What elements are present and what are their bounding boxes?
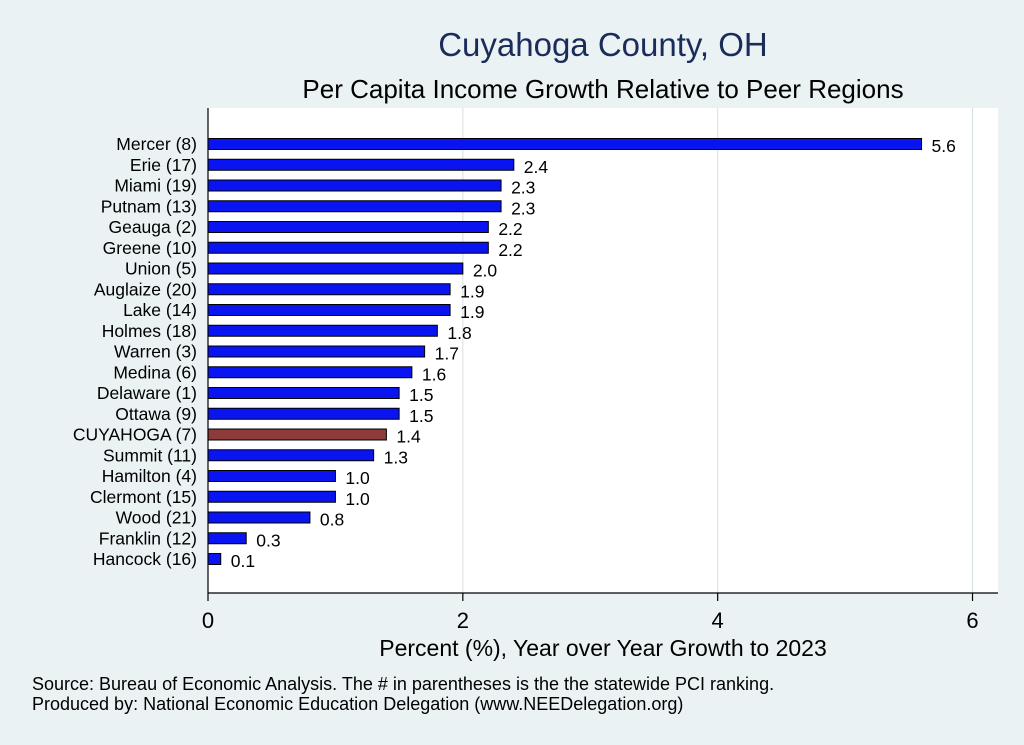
value-label: 1.8 (447, 323, 471, 343)
category-label: Franklin (12) (99, 528, 197, 548)
category-labels: Mercer (8)Erie (17)Miami (19)Putnam (13)… (73, 134, 197, 569)
category-label: CUYAHOGA (7) (73, 425, 197, 445)
bar (207, 158, 515, 171)
value-label: 1.9 (460, 281, 484, 301)
category-label: Auglaize (20) (94, 279, 197, 299)
source-note: Source: Bureau of Economic Analysis. The… (32, 674, 775, 694)
value-label: 0.8 (320, 510, 344, 530)
value-label: 2.2 (498, 240, 522, 260)
value-label: 1.5 (409, 406, 433, 426)
category-label: Warren (3) (114, 342, 197, 362)
value-labels: 5.62.42.32.32.22.22.01.91.91.81.71.61.51… (231, 136, 956, 571)
category-label: Miami (19) (114, 176, 197, 196)
bar (207, 262, 464, 275)
value-label: 0.1 (231, 551, 255, 571)
bar (207, 553, 222, 565)
bar (207, 490, 336, 503)
category-label: Medina (6) (113, 362, 197, 382)
bar (207, 221, 489, 233)
value-label: 5.6 (932, 136, 956, 156)
bar (207, 324, 438, 337)
category-label: Union (5) (125, 259, 197, 279)
bar (207, 138, 923, 150)
category-label: Mercer (8) (116, 134, 197, 154)
bar (207, 387, 400, 399)
chart-subtitle: Per Capita Income Growth Relative to Pee… (302, 74, 904, 104)
category-label: Greene (10) (103, 238, 197, 258)
value-label: 2.3 (511, 178, 535, 198)
bar (207, 283, 451, 296)
category-label: Ottawa (9) (115, 404, 197, 424)
category-label: Wood (21) (116, 508, 197, 528)
value-label: 2.0 (473, 261, 498, 281)
value-label: 1.3 (384, 447, 408, 467)
x-tick-label: 6 (966, 608, 978, 633)
bar (207, 470, 336, 482)
bar (207, 304, 451, 316)
value-label: 2.2 (498, 219, 522, 239)
category-label: Putnam (13) (101, 196, 197, 216)
value-label: 1.7 (435, 344, 459, 364)
x-tick-label: 4 (712, 608, 724, 633)
bar (207, 241, 489, 254)
x-tick-label: 0 (202, 608, 214, 633)
x-tick-label: 2 (457, 608, 469, 633)
chart-title: Cuyahoga County, OH (438, 26, 768, 63)
category-label: Hancock (16) (93, 549, 197, 569)
bar (207, 407, 400, 420)
value-label: 1.9 (460, 302, 484, 322)
value-label: 1.4 (396, 427, 421, 447)
bar-highlight (207, 428, 387, 441)
producer-note: Produced by: National Economic Education… (32, 694, 684, 714)
bar (207, 366, 413, 379)
bar (207, 532, 247, 545)
bar (207, 345, 426, 358)
bar (207, 179, 502, 192)
x-axis-title: Percent (%), Year over Year Growth to 20… (379, 635, 827, 661)
value-label: 1.6 (422, 364, 446, 384)
bar (207, 200, 502, 213)
category-label: Clermont (15) (90, 487, 197, 507)
category-label: Geauga (2) (108, 217, 197, 237)
category-label: Delaware (1) (97, 383, 197, 403)
category-label: Summit (11) (103, 445, 197, 465)
category-label: Holmes (18) (102, 321, 197, 341)
value-label: 0.3 (256, 530, 280, 550)
category-label: Lake (14) (123, 300, 197, 320)
bar (207, 511, 311, 524)
value-label: 2.3 (511, 198, 535, 218)
value-label: 1.0 (345, 468, 370, 488)
x-axis: 0 2 4 6 (202, 108, 998, 633)
value-label: 2.4 (524, 157, 549, 177)
value-label: 1.5 (409, 385, 433, 405)
category-label: Erie (17) (130, 155, 197, 175)
chart-footer: Source: Bureau of Economic Analysis. The… (32, 674, 774, 714)
bar (207, 449, 375, 462)
category-label: Hamilton (4) (102, 466, 197, 486)
value-label: 1.0 (345, 489, 370, 509)
